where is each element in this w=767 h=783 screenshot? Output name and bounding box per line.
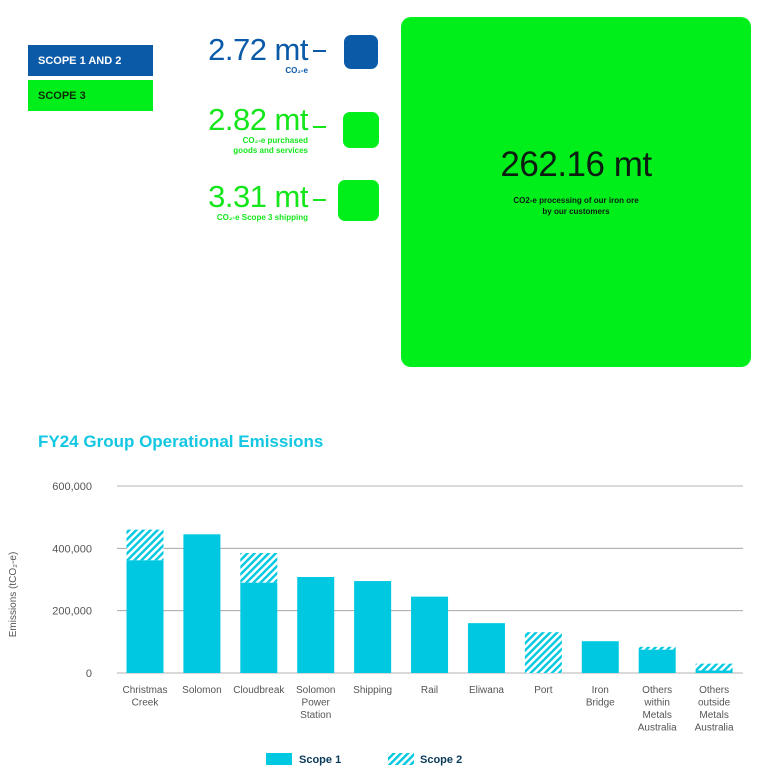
chart-title: FY24 Group Operational Emissions bbox=[38, 432, 324, 451]
x-tick-label: Solomon bbox=[182, 685, 221, 696]
x-tick-label: Cloudbreak bbox=[233, 685, 285, 696]
bar-scope-1 bbox=[126, 560, 164, 673]
bar-scope-1 bbox=[240, 582, 278, 673]
shipping-stat: 3.31 mt CO₂-e Scope 3 shipping bbox=[108, 181, 308, 223]
bar-scope-1 bbox=[467, 623, 505, 673]
purchased-goods-desc: CO₂-e purchased goods and services bbox=[233, 136, 308, 155]
bar-scope-2 bbox=[240, 553, 278, 583]
y-axis-label: Emissions (tCO₂-e) bbox=[8, 552, 19, 638]
connector-dash bbox=[313, 126, 326, 128]
purchased-goods-value: 2.82 mt bbox=[208, 102, 308, 137]
scope-1-2-stat: 2.72 mt CO₂-e bbox=[108, 34, 308, 76]
connector-dash bbox=[313, 50, 326, 52]
y-tick-label: 0 bbox=[86, 668, 92, 680]
bar-scope-1 bbox=[354, 581, 392, 673]
scope-3-label: SCOPE 3 bbox=[38, 89, 86, 102]
bar-scope-2 bbox=[524, 632, 562, 673]
scope-1-2-desc: CO₂-e bbox=[285, 66, 308, 75]
bar-scope-2 bbox=[126, 529, 164, 561]
bar-scope-2 bbox=[638, 646, 676, 650]
bar-scope-1 bbox=[695, 670, 733, 673]
scope-1-2-square bbox=[344, 35, 378, 69]
y-tick-label: 200,000 bbox=[52, 606, 92, 618]
x-tick-label: Others outside Metals Australia bbox=[695, 685, 734, 734]
connector-dash bbox=[313, 199, 326, 201]
x-tick-label: Iron Bridge bbox=[586, 685, 615, 709]
bar-scope-1 bbox=[638, 649, 676, 673]
shipping-desc: CO₂-e Scope 3 shipping bbox=[216, 213, 308, 222]
x-tick-label: Christmas Creek bbox=[122, 685, 167, 709]
x-tick-label: Others within Metals Australia bbox=[638, 685, 677, 734]
customer-processing-square: 262.16 mt CO2-e processing of our iron o… bbox=[401, 17, 751, 367]
x-tick-label: Solomon Power Station bbox=[296, 685, 335, 721]
purchased-goods-square bbox=[343, 112, 379, 148]
purchased-goods-stat: 2.82 mt CO₂-e purchased goods and servic… bbox=[108, 104, 308, 156]
customer-processing-value: 262.16 mt bbox=[500, 145, 652, 184]
customer-processing-desc: CO2-e processing of our iron ore by our … bbox=[513, 196, 639, 216]
bar-scope-1 bbox=[297, 577, 335, 673]
scope-1-and-2-label: SCOPE 1 AND 2 bbox=[38, 54, 122, 67]
x-tick-label: Rail bbox=[421, 685, 438, 696]
bar-scope-1 bbox=[183, 534, 221, 673]
scope-3-legend: SCOPE 3 bbox=[28, 80, 153, 111]
y-tick-label: 400,000 bbox=[52, 543, 92, 555]
x-tick-label: Port bbox=[534, 685, 553, 696]
x-tick-label: Eliwana bbox=[469, 685, 504, 696]
bar-scope-1 bbox=[411, 596, 449, 673]
bar-scope-1 bbox=[581, 641, 619, 673]
legend-label-scope-2: Scope 2 bbox=[420, 754, 462, 766]
y-tick-label: 600,000 bbox=[52, 481, 92, 493]
scope-1-and-2-legend: SCOPE 1 AND 2 bbox=[28, 45, 153, 76]
scope-1-2-value: 2.72 mt bbox=[208, 32, 308, 67]
shipping-value: 3.31 mt bbox=[208, 179, 308, 214]
legend-label-scope-1: Scope 1 bbox=[299, 754, 341, 766]
bar-scope-2 bbox=[695, 663, 733, 671]
legend-swatch-scope-2 bbox=[388, 753, 414, 765]
legend-swatch-scope-1 bbox=[266, 753, 292, 765]
x-tick-label: Shipping bbox=[353, 685, 392, 696]
shipping-square bbox=[338, 180, 379, 221]
